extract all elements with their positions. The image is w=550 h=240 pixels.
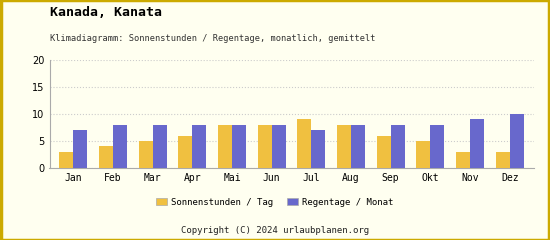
Text: Kanada, Kanata: Kanada, Kanata <box>50 6 162 19</box>
Bar <box>298 120 311 168</box>
Bar <box>496 152 510 168</box>
Text: Copyright (C) 2024 urlaubplanen.org: Copyright (C) 2024 urlaubplanen.org <box>181 226 369 234</box>
Text: Klimadiagramm: Sonnenstunden / Regentage, monatlich, gemittelt: Klimadiagramm: Sonnenstunden / Regentage… <box>50 34 375 43</box>
Bar <box>272 125 285 168</box>
Bar <box>456 152 470 168</box>
Bar <box>59 152 73 168</box>
Bar <box>192 125 206 168</box>
Bar <box>311 130 325 168</box>
Bar <box>510 114 524 168</box>
Bar <box>232 125 246 168</box>
Bar <box>258 125 272 168</box>
Bar <box>178 136 192 168</box>
Bar <box>218 125 232 168</box>
Bar <box>470 120 484 168</box>
Bar <box>153 125 167 168</box>
Bar <box>73 130 87 168</box>
Bar <box>113 125 127 168</box>
Bar <box>390 125 405 168</box>
Bar <box>351 125 365 168</box>
Legend: Sonnenstunden / Tag, Regentage / Monat: Sonnenstunden / Tag, Regentage / Monat <box>152 194 398 210</box>
Bar <box>99 146 113 168</box>
Bar <box>139 141 153 168</box>
Bar <box>416 141 430 168</box>
Bar <box>430 125 444 168</box>
Bar <box>377 136 390 168</box>
Bar <box>337 125 351 168</box>
